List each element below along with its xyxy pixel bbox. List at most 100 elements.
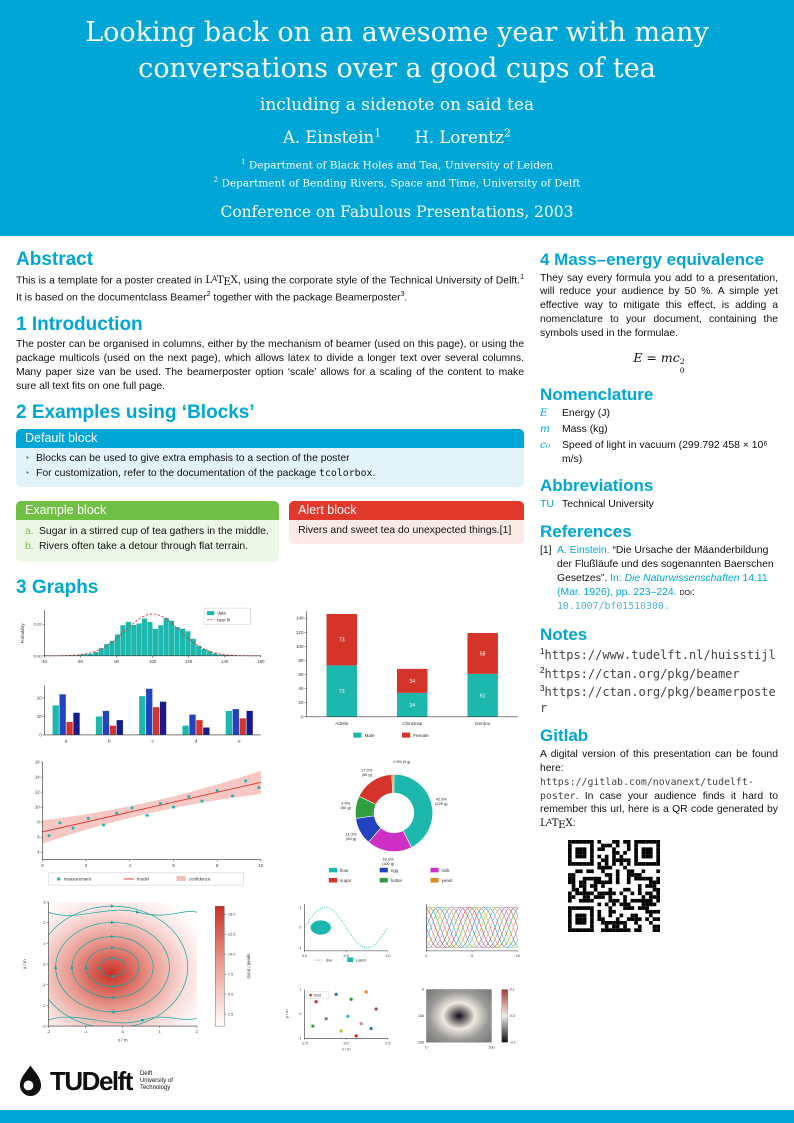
graphs-heading: 3 Graphs	[16, 576, 99, 598]
introduction-heading: 1 Introduction	[16, 314, 143, 336]
svg-text:1: 1	[43, 941, 46, 946]
note-3: 3https://ctan.org/pkg/beamerposter	[540, 683, 776, 715]
svg-text:4: 4	[129, 863, 132, 868]
svg-text:-3: -3	[42, 1024, 46, 1029]
svg-text:sugar: sugar	[340, 878, 352, 883]
notes-heading: Notes	[540, 624, 588, 644]
svg-text:0.02: 0.02	[34, 622, 43, 627]
svg-text:-1: -1	[42, 982, 46, 987]
svg-text:200: 200	[418, 1041, 424, 1045]
svg-text:2: 2	[196, 1030, 199, 1035]
svg-text:Gentoo: Gentoo	[475, 721, 491, 726]
link[interactable]: 10.1007/bf01510300.	[557, 601, 670, 613]
mass-energy-text: They say every formula you add to a pres…	[540, 272, 778, 339]
svg-text:b: b	[108, 739, 111, 744]
svg-text:best fit: best fit	[217, 617, 231, 622]
svg-text:0.0: 0.0	[510, 1014, 515, 1018]
svg-text:0: 0	[39, 732, 42, 737]
svg-text:0.0: 0.0	[302, 954, 307, 958]
mass-energy-heading: 4 Mass–energy equivalence	[540, 249, 764, 269]
conference-line: Conference on Fabulous Presentations, 20…	[220, 202, 574, 221]
example-block-list: a. Sugar in a stirred cup of tea gathers …	[25, 525, 270, 555]
svg-text:(90 g): (90 g)	[362, 772, 373, 777]
svg-text:58: 58	[480, 651, 486, 657]
link[interactable]: https://ctan.org/pkg/beamerposter	[540, 684, 776, 715]
svg-text:34: 34	[409, 703, 415, 709]
svg-text:e: e	[238, 739, 241, 744]
default-block-bullet-1: Blocks can be used to give extra emphasi…	[25, 452, 515, 467]
blocks-heading: 2 Examples using ‘Blocks’	[16, 402, 255, 424]
svg-text:1: 1	[299, 906, 301, 910]
svg-text:d: d	[195, 739, 198, 744]
svg-text:y / m: y / m	[22, 959, 27, 969]
gitlab-text: A digital version of this presentation c…	[540, 749, 778, 832]
gitlab-heading: Gitlab	[540, 726, 589, 746]
svg-text:80: 80	[298, 658, 303, 663]
chart-grouped-bars: a b c d e 0 10 20	[16, 679, 266, 750]
nomenclature-row: m Mass (kg)	[540, 422, 608, 435]
svg-text:40: 40	[42, 659, 47, 664]
svg-text:8: 8	[216, 863, 219, 868]
svg-text:confidence: confidence	[189, 877, 211, 882]
footer-bar	[0, 1110, 794, 1123]
svg-text:16: 16	[35, 760, 40, 765]
svg-text:12: 12	[35, 790, 40, 795]
abstract-text: This is a template for a poster created …	[16, 273, 524, 304]
reference-text: A. Einstein. “Die Ursache der Mäanderbil…	[557, 544, 774, 613]
svg-text:0.00: 0.00	[34, 653, 43, 658]
svg-text:0: 0	[425, 1046, 427, 1050]
block-row: Example block a. Sugar in a stirred cup o…	[16, 495, 524, 568]
svg-text:0.5: 0.5	[344, 954, 349, 958]
svg-text:100: 100	[149, 659, 157, 664]
tudelft-wordmark: TUDelft	[50, 1066, 133, 1096]
chart-penguin-stacked-bars: 73 73 Adelie 34 34 Chinstrap 61 58 Gentoo 0 20 40 60…	[274, 603, 524, 750]
example-item-a: a. Sugar in a stirred cup of tea gathers …	[25, 525, 269, 537]
svg-text:61: 61	[480, 693, 486, 699]
svg-text:Female: Female	[413, 733, 429, 738]
reference-item: [1] A. Einstein. “Die Ursache der Mäande…	[540, 544, 778, 615]
svg-text:140: 140	[296, 616, 304, 621]
chart-regression-scatter: 0 2 4 6 8 10 4 6 8 10 12 14 16 measurement model confid…	[16, 756, 266, 890]
svg-text:0.1: 0.1	[510, 988, 515, 992]
svg-text:(225 g): (225 g)	[435, 801, 448, 806]
svg-text:8: 8	[37, 820, 40, 825]
svg-text:5: 5	[471, 954, 473, 958]
svg-text:x / m: x / m	[342, 1047, 351, 1051]
left-column: Abstract This is a template for a poster…	[16, 240, 524, 1051]
svg-text:0: 0	[422, 988, 424, 992]
svg-text:(60 g): (60 g)	[346, 836, 357, 841]
svg-text:-0.1: -0.1	[510, 1041, 516, 1045]
svg-text:200: 200	[488, 1046, 494, 1050]
chart-small-multiples: 0.0 0.5 1.0 -1 0 1 line patch 0 5 10 -2.5 0.0 2.5 -1 0 1…	[274, 896, 524, 1051]
link[interactable]: https://www.tudelft.nl/huisstijl	[544, 648, 776, 663]
svg-text:0.9% (5 g): 0.9% (5 g)	[394, 760, 411, 764]
svg-text:73: 73	[339, 638, 345, 644]
svg-text:Chinstrap: Chinstrap	[402, 721, 422, 726]
svg-text:10: 10	[259, 863, 264, 868]
tudelft-logo: TUDelft Delft University of Technology	[16, 1062, 181, 1101]
tudelft-caption: Delft University of Technology	[139, 1070, 173, 1092]
mass-energy-formula: E = mc 2 0	[633, 349, 685, 375]
svg-text:160: 160	[257, 659, 265, 664]
svg-text:(100 g): (100 g)	[382, 861, 395, 866]
tudelft-flame-icon	[19, 1065, 42, 1096]
chart-histogram: 40 60 80 100 120 140 160 0.00 0.02 Probability dat…	[16, 603, 266, 674]
svg-text:6: 6	[172, 863, 175, 868]
svg-text:0.0: 0.0	[344, 1042, 349, 1046]
link[interactable]: https://ctan.org/pkg/beamer	[544, 666, 740, 681]
svg-text:c: c	[152, 739, 155, 744]
abbreviation-row: TU Technical University	[540, 499, 654, 511]
link[interactable]: https://gitlab.com/novanext/tudelft-post…	[540, 776, 754, 802]
svg-text:10: 10	[37, 714, 42, 719]
default-block-bullet-2: For customization, refer to the document…	[25, 467, 515, 482]
svg-text:Male: Male	[364, 733, 375, 738]
author-2: H. Lorentz2	[414, 126, 512, 147]
author-1: A. Einstein1	[282, 126, 382, 147]
svg-text:speed / (m/s): speed / (m/s)	[247, 954, 252, 979]
svg-text:x / m: x / m	[118, 1038, 128, 1043]
svg-text:flour: flour	[340, 868, 349, 873]
example-block: Example block a. Sugar in a stirred cup o…	[16, 500, 280, 562]
svg-text:18.9%: 18.9%	[382, 856, 394, 861]
svg-text:-1: -1	[298, 946, 301, 950]
svg-text:2.5: 2.5	[228, 1013, 233, 1017]
